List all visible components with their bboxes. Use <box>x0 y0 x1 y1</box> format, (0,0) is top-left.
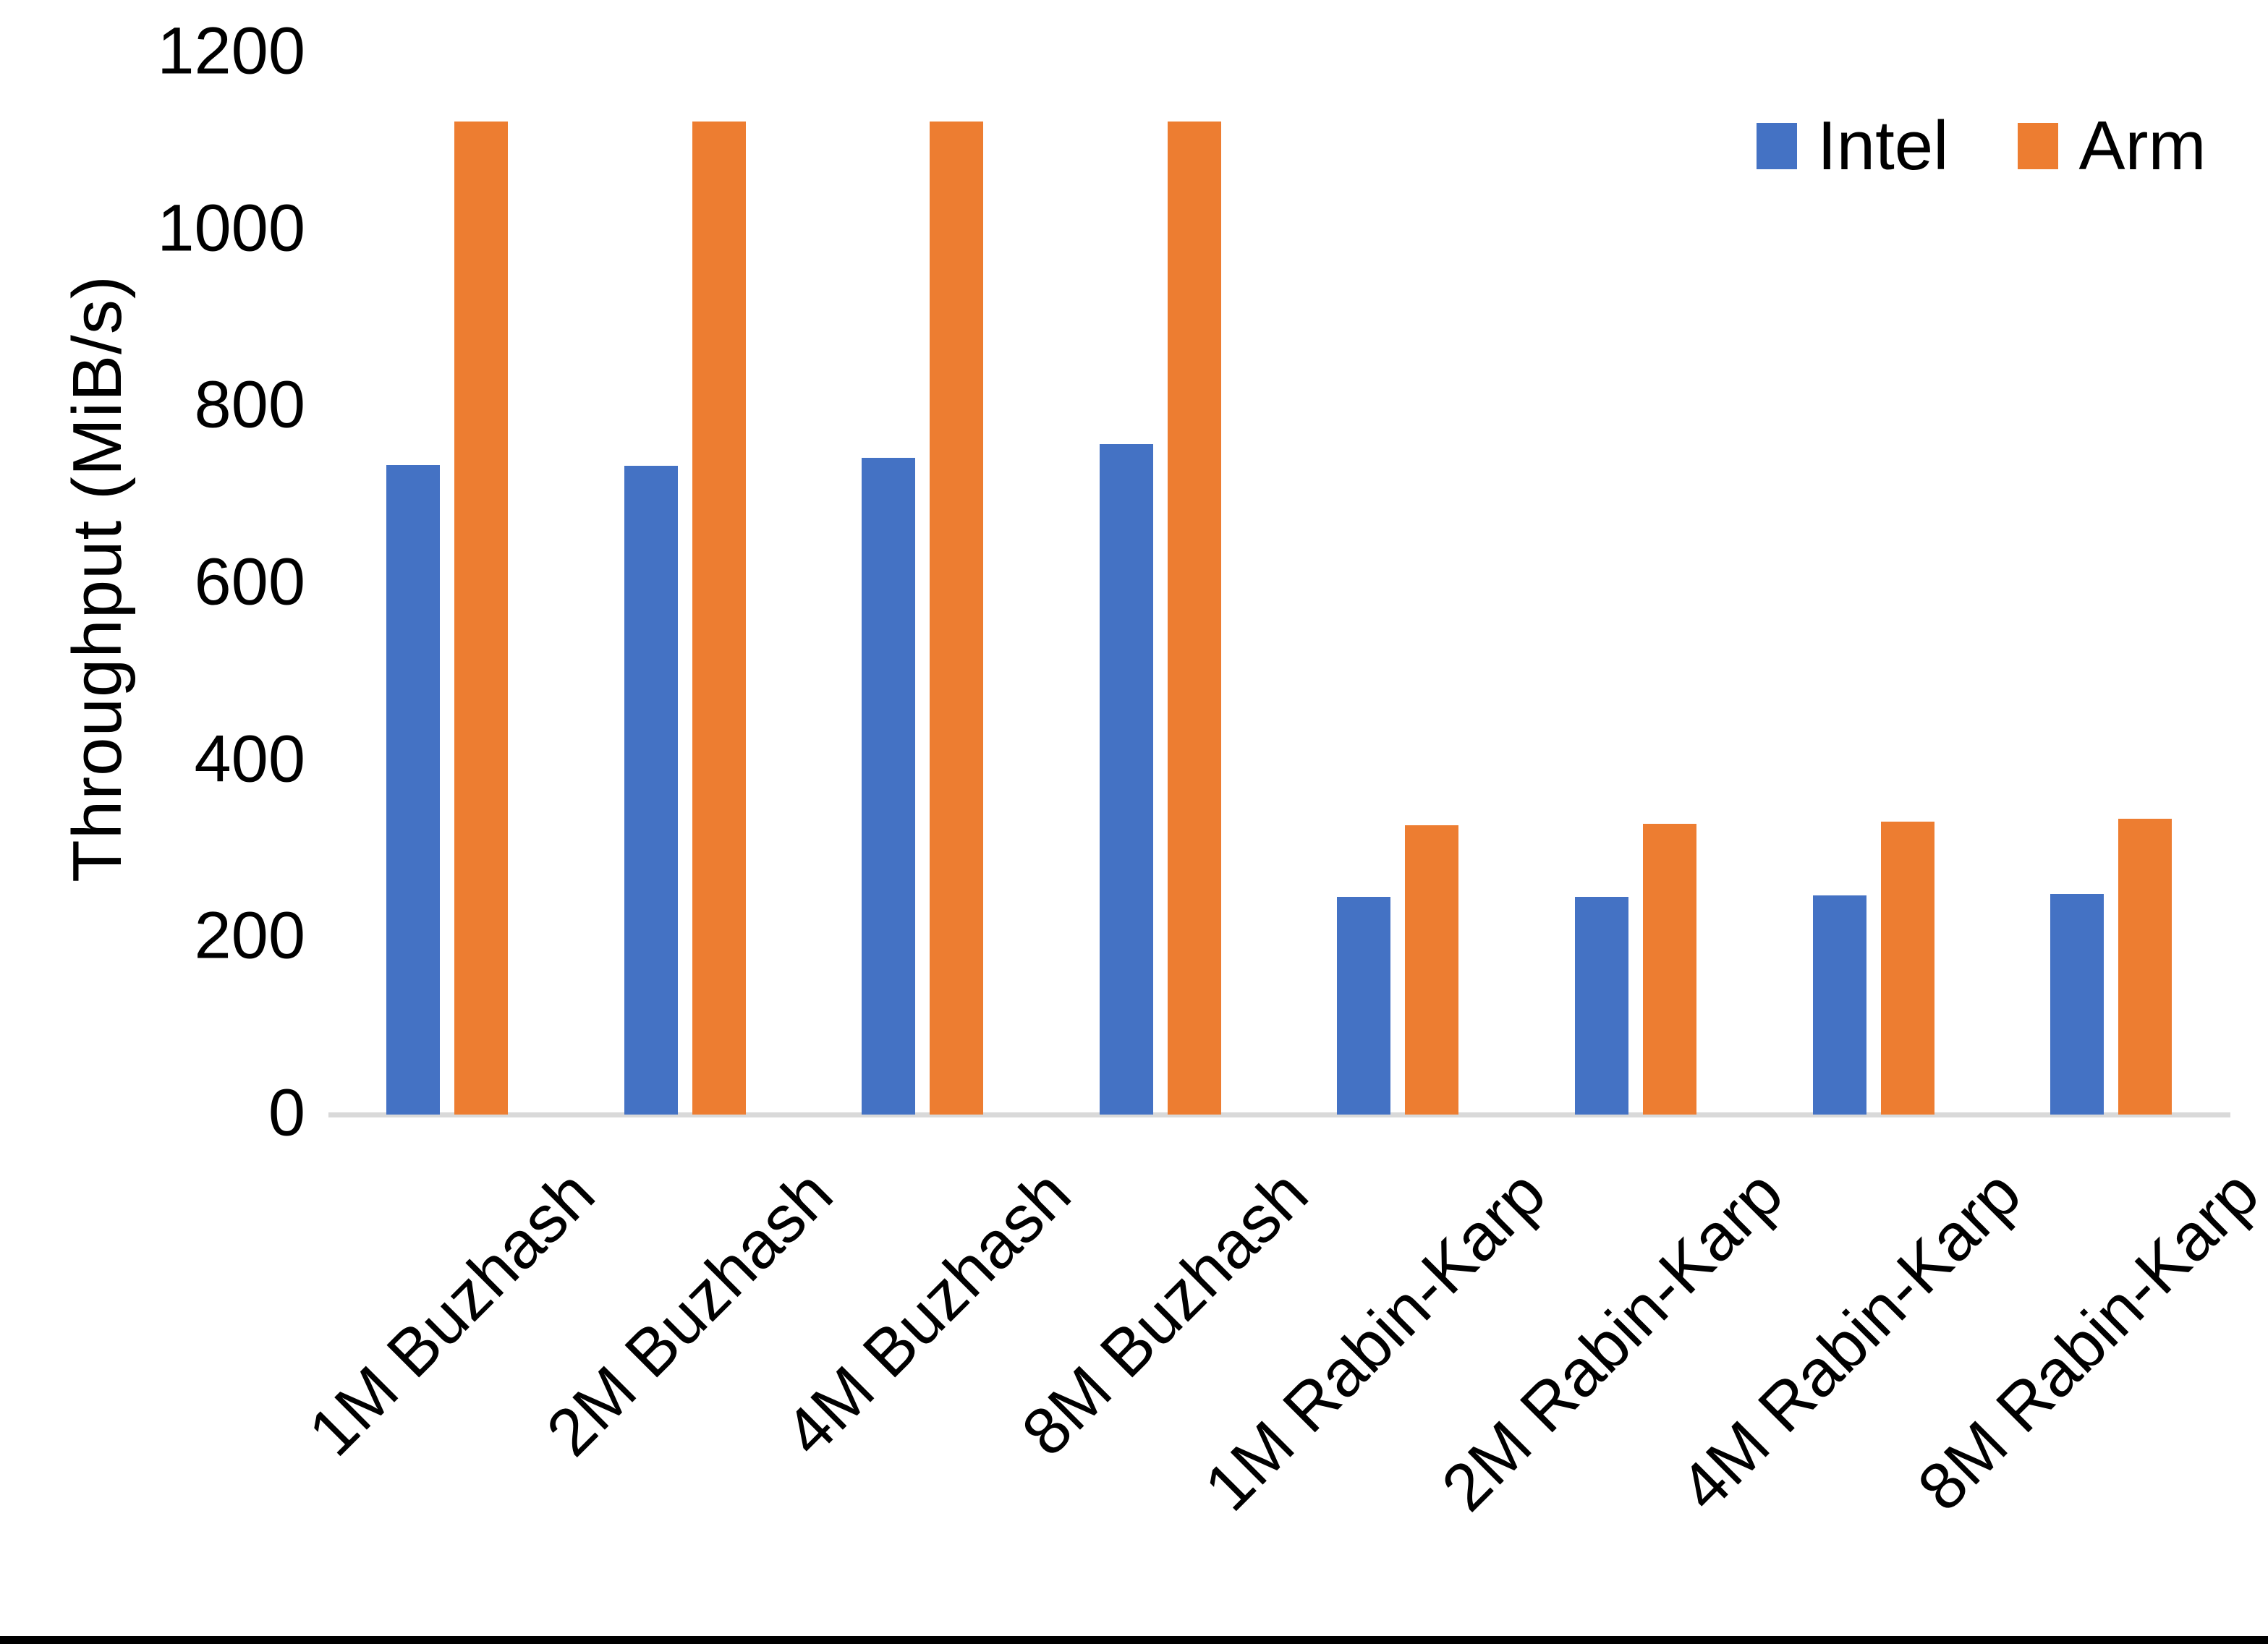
bottom-border <box>0 1636 2268 1644</box>
y-tick-label: 600 <box>194 545 306 619</box>
bar-intel <box>1337 897 1390 1115</box>
y-tick-label: 1000 <box>157 191 305 265</box>
bar-intel <box>624 466 678 1115</box>
bar-intel <box>1813 895 1866 1115</box>
legend-swatch-arm-icon <box>2018 123 2059 169</box>
bar-arm <box>930 122 983 1115</box>
legend-label-arm: Arm <box>2078 107 2207 184</box>
x-axis-line <box>328 1112 2230 1117</box>
legend-item-arm: Arm <box>2018 106 2206 186</box>
y-tick-label: 200 <box>194 898 306 973</box>
bar-intel <box>862 458 915 1115</box>
y-tick-label: 800 <box>194 367 306 442</box>
bar-arm <box>454 122 508 1115</box>
bar-intel <box>386 465 440 1115</box>
bar-arm <box>2118 819 2172 1115</box>
legend-swatch-intel-icon <box>1757 123 1797 169</box>
legend-item-intel: Intel <box>1757 106 1948 186</box>
y-tick-label: 400 <box>194 722 306 796</box>
legend: Intel Arm <box>1757 103 2206 189</box>
bar-intel <box>1575 897 1628 1115</box>
bar-arm <box>692 122 746 1115</box>
bar-arm <box>1643 824 1696 1115</box>
bar-arm <box>1881 822 1934 1115</box>
bar-arm <box>1405 825 1458 1115</box>
bar-arm <box>1168 122 1221 1115</box>
legend-label-intel: Intel <box>1817 107 1949 184</box>
bar-intel <box>2050 894 2104 1115</box>
bar-intel <box>1100 444 1153 1115</box>
y-tick-label: 0 <box>268 1076 305 1150</box>
y-tick-label: 1200 <box>157 14 305 88</box>
